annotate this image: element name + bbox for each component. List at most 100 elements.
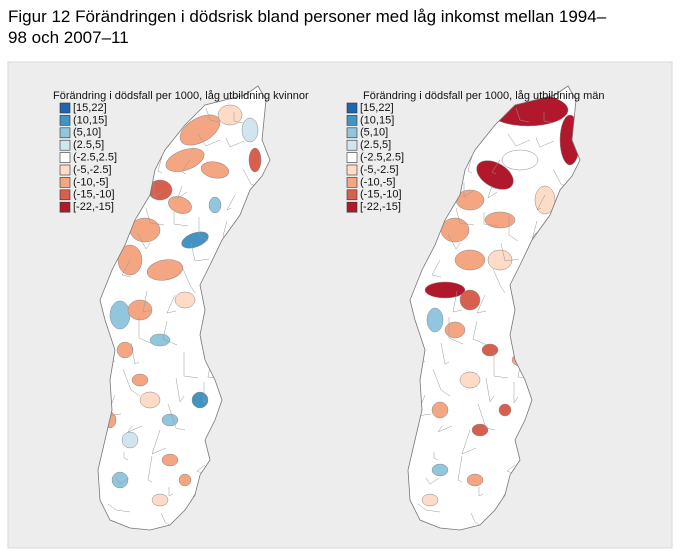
region-border (157, 155, 163, 174)
region-border (493, 352, 509, 379)
region-border (168, 487, 174, 497)
region-border (478, 487, 484, 497)
legend-swatch (346, 152, 358, 163)
legend-swatch (346, 127, 358, 139)
region-border (543, 112, 554, 124)
legend-swatch (346, 139, 358, 151)
region (426, 307, 444, 333)
region-border (147, 455, 153, 483)
legend-label: [15,22] (73, 102, 107, 114)
region-border (431, 259, 442, 278)
legend-label: (-15,-10] (73, 189, 115, 201)
region (208, 196, 222, 214)
legend-label: (-2.5,2.5] (360, 152, 404, 164)
region (111, 471, 129, 489)
legend-swatch (59, 127, 71, 139)
region (109, 300, 131, 330)
region-border (487, 185, 498, 199)
region-border (461, 429, 477, 455)
region-border (162, 320, 178, 346)
legend-label: (10,15] (360, 114, 394, 126)
region-border (107, 503, 131, 513)
region (121, 431, 139, 449)
legend-swatch (59, 115, 71, 126)
region-border (142, 290, 153, 313)
region-border (182, 268, 196, 294)
legend-label: (-2.5,2.5] (73, 152, 117, 164)
region-border (417, 503, 441, 513)
legend-label: (5,10] (360, 127, 388, 139)
legend-label: (-15,-10] (360, 189, 402, 201)
region (484, 211, 516, 229)
region (424, 281, 466, 299)
region-border (226, 194, 236, 211)
region-border (166, 294, 177, 314)
region-border (508, 217, 519, 242)
region-border (491, 159, 501, 175)
region-border (121, 259, 132, 278)
region (191, 391, 209, 409)
region (487, 249, 513, 271)
region (534, 185, 556, 215)
region-border (457, 455, 463, 483)
legend-label: (-10,-5] (73, 176, 108, 188)
region-border (198, 217, 209, 242)
region (139, 391, 161, 409)
region-border (448, 317, 464, 345)
region-border (127, 425, 143, 433)
region-border (203, 382, 209, 404)
legend-swatch (59, 164, 71, 176)
legend-swatch (346, 189, 358, 201)
region (116, 341, 134, 359)
legend-swatch (59, 189, 71, 201)
legend-swatch (346, 102, 358, 114)
legend-swatch (59, 177, 71, 188)
region (481, 343, 499, 357)
region-border (145, 207, 165, 226)
region (444, 321, 466, 339)
region-border (452, 290, 463, 313)
region (149, 333, 171, 347)
region-border (440, 342, 450, 365)
legend-label: (-5,-2.5] (73, 164, 112, 176)
region-border (463, 182, 474, 198)
region-border (137, 233, 151, 250)
region-border (507, 133, 531, 147)
region-border (492, 268, 506, 294)
legend-label: (5,10] (73, 127, 101, 139)
legend-label: (2.5,5] (73, 139, 104, 151)
region (421, 493, 439, 507)
region-border (122, 368, 141, 397)
region (217, 104, 243, 126)
region-border (513, 382, 519, 404)
region (459, 371, 481, 389)
legend-label: (2.5,5] (360, 139, 391, 151)
region (440, 217, 470, 243)
legend-label: [-22,-15] (73, 201, 114, 213)
region (501, 149, 539, 171)
region (161, 453, 179, 467)
region-border (153, 182, 164, 198)
region-border (477, 403, 496, 431)
region (174, 291, 196, 309)
region (471, 423, 489, 437)
legend-swatch (346, 164, 358, 176)
legend-title: Förändring i dödsfall per 1000, låg utbi… (363, 90, 605, 102)
region (200, 161, 230, 179)
region-border (447, 233, 461, 250)
region-border (197, 133, 221, 147)
legend-swatch (59, 139, 71, 151)
region (165, 148, 205, 172)
legend-label: (-5,-2.5] (360, 164, 399, 176)
figure-title: Figur 12 Förändringen i dödsrisk bland p… (8, 7, 607, 47)
region-border (225, 137, 245, 148)
legend-label: (-10,-5] (360, 176, 395, 188)
region-border (467, 155, 473, 174)
legend-label: [15,22] (360, 102, 394, 114)
region-border (233, 112, 244, 124)
region (168, 196, 192, 214)
region-border (115, 477, 130, 485)
region-border (476, 294, 487, 314)
region (466, 473, 484, 487)
